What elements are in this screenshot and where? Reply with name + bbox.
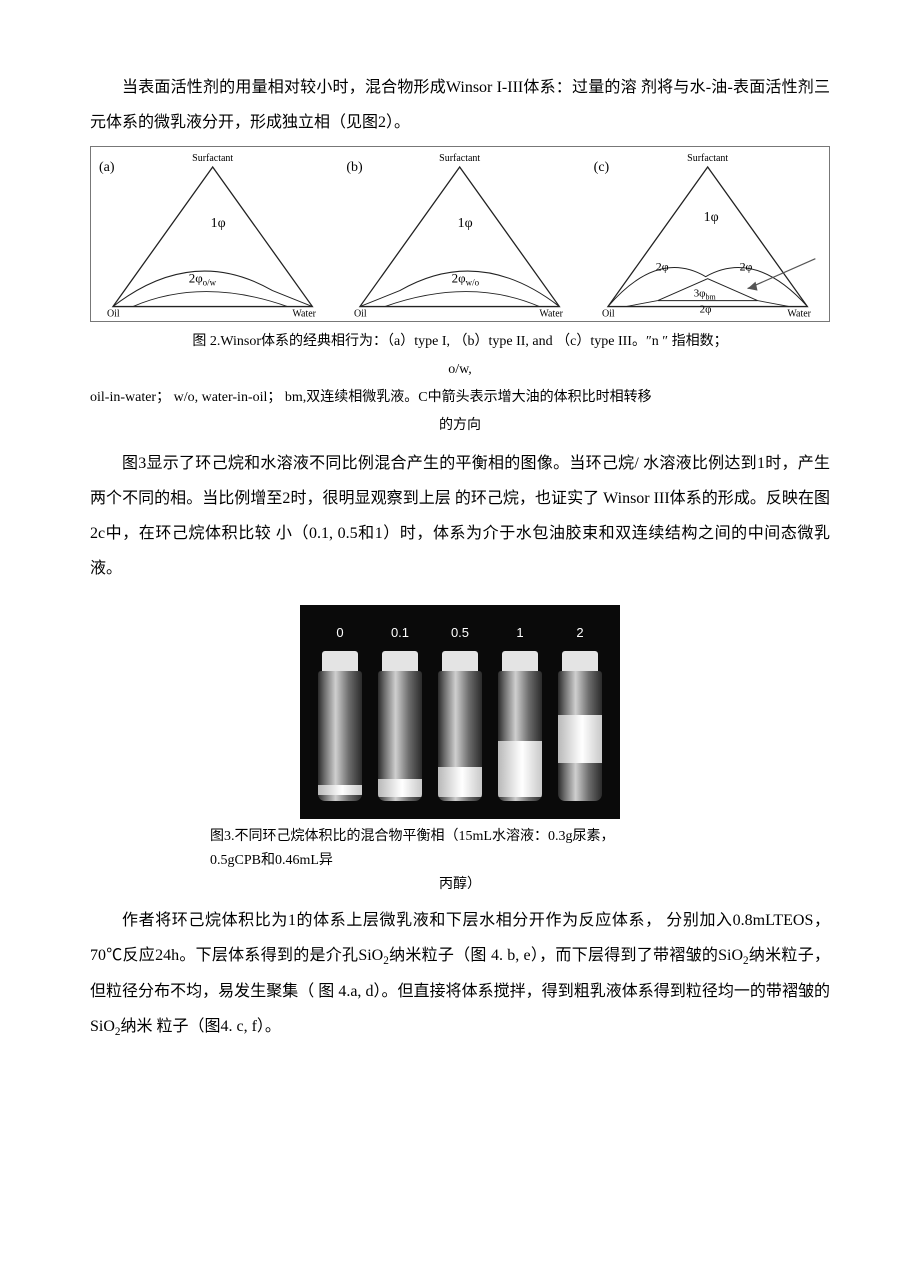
svg-text:Water: Water: [787, 309, 811, 319]
figure-2-panel-a: (a) Surfactant 1φ 2φo/w Oil Water: [93, 149, 332, 319]
paragraph-3: 作者将环己烷体积比为1的体系上层微乳液和下层水相分开作为反应体系， 分别加入0.…: [90, 903, 830, 1045]
panel-letter-a: (a): [99, 153, 115, 184]
figure-2: (a) Surfactant 1φ 2φo/w Oil Water (b) Su…: [90, 146, 830, 322]
svg-text:Oil: Oil: [602, 309, 615, 319]
paragraph-1: 当表面活性剂的用量相对较小时，混合物形成Winsor I-III体系：过量的溶 …: [90, 70, 830, 140]
svg-text:1φ: 1φ: [703, 210, 718, 225]
vial-body-3: [496, 651, 544, 801]
p3-seg4: 纳米 粒子（图4. c, f）。: [121, 1018, 281, 1035]
figure-2-caption: 图 2.Winsor体系的经典相行为：（a）type I, （b）type II…: [90, 328, 830, 440]
vial-2: 0.5: [436, 619, 484, 802]
phase-diagram-b: Surfactant 1φ 2φw/o Oil Water: [340, 149, 579, 319]
panel-letter-b: (b): [346, 153, 362, 184]
vial-glass: [318, 671, 362, 801]
fig2-caption-l3: oil-in-water； w/o, water-in-oil； bm,双连续相…: [90, 384, 830, 412]
phase-diagram-c: Surfactant 1φ 2φ 2φ 3φbm 2φ Oil Water: [588, 149, 827, 319]
fig2-caption-l1: 图 2.Winsor体系的经典相行为：（a）type I, （b）type II…: [90, 328, 830, 356]
fig3-caption-l2: 0.5gCPB和0.46mL异: [210, 849, 710, 873]
svg-text:Surfactant: Surfactant: [687, 153, 728, 164]
figure-2-panel-b: (b) Surfactant 1φ 2φw/o Oil Water: [340, 149, 579, 319]
paragraph-2: 图3显示了环己烷和水溶液不同比例混合产生的平衡相的图像。当环己烷/ 水溶液比例达…: [90, 446, 830, 587]
vial-label-3: 1: [516, 619, 523, 648]
vial-band: [498, 741, 542, 797]
figure-3-caption: 图3.不同环己烷体积比的混合物平衡相（15mL水溶液：0.3g尿素， 0.5gC…: [90, 825, 830, 896]
svg-text:3φbm: 3φbm: [693, 288, 716, 302]
fig2-caption-l4: 的方向: [90, 412, 830, 440]
vial-label-4: 2: [576, 619, 583, 648]
vial-band: [318, 785, 362, 795]
vial-body-2: [436, 651, 484, 801]
panel-letter-c: (c): [594, 153, 610, 184]
figure-3: 0 0.1 0.5 1 2: [90, 605, 830, 820]
svg-text:Surfactant: Surfactant: [192, 153, 233, 164]
svg-text:Surfactant: Surfactant: [440, 153, 481, 164]
phase-diagram-a: Surfactant 1φ 2φo/w Oil Water: [93, 149, 332, 319]
vial-glass: [498, 671, 542, 801]
p3-seg2: 纳米粒子（图 4. b, e），而下层得到了带褶皱的SiO: [389, 947, 743, 964]
figure-2-panels: (a) Surfactant 1φ 2φo/w Oil Water (b) Su…: [93, 149, 827, 319]
vial-4: 2: [556, 619, 604, 802]
svg-text:Water: Water: [292, 309, 316, 319]
vial-0: 0: [316, 619, 364, 802]
svg-text:2φ: 2φ: [739, 260, 752, 274]
vial-label-1: 0.1: [391, 619, 409, 648]
vial-band: [378, 779, 422, 797]
figure-3-photo: 0 0.1 0.5 1 2: [300, 605, 620, 820]
vial-label-2: 0.5: [451, 619, 469, 648]
svg-text:Oil: Oil: [107, 309, 120, 319]
svg-text:2φw/o: 2φw/o: [452, 271, 480, 288]
fig3-caption-l1: 图3.不同环己烷体积比的混合物平衡相（15mL水溶液：0.3g尿素，: [210, 825, 710, 849]
svg-text:1φ: 1φ: [458, 216, 473, 231]
svg-text:2φ: 2φ: [655, 260, 668, 274]
svg-text:1φ: 1φ: [211, 216, 226, 231]
vial-glass: [378, 671, 422, 801]
vial-body-0: [316, 651, 364, 801]
vial-label-0: 0: [336, 619, 343, 648]
vial-band: [438, 767, 482, 797]
svg-text:Oil: Oil: [354, 309, 367, 319]
figure-2-panel-c: (c) Surfactant 1φ 2φ 2φ 3φbm 2φ Oil Wate…: [588, 149, 827, 319]
vial-band: [558, 715, 602, 763]
vial-glass: [438, 671, 482, 801]
svg-text:Water: Water: [540, 309, 564, 319]
vial-body-4: [556, 651, 604, 801]
vial-body-1: [376, 651, 424, 801]
fig3-caption-l3: 丙醇）: [210, 873, 710, 897]
vial-3: 1: [496, 619, 544, 802]
svg-text:2φ: 2φ: [699, 304, 711, 316]
svg-text:2φo/w: 2φo/w: [189, 271, 217, 288]
vial-glass: [558, 671, 602, 801]
vial-1: 0.1: [376, 619, 424, 802]
fig2-caption-l2: o/w,: [90, 356, 830, 384]
